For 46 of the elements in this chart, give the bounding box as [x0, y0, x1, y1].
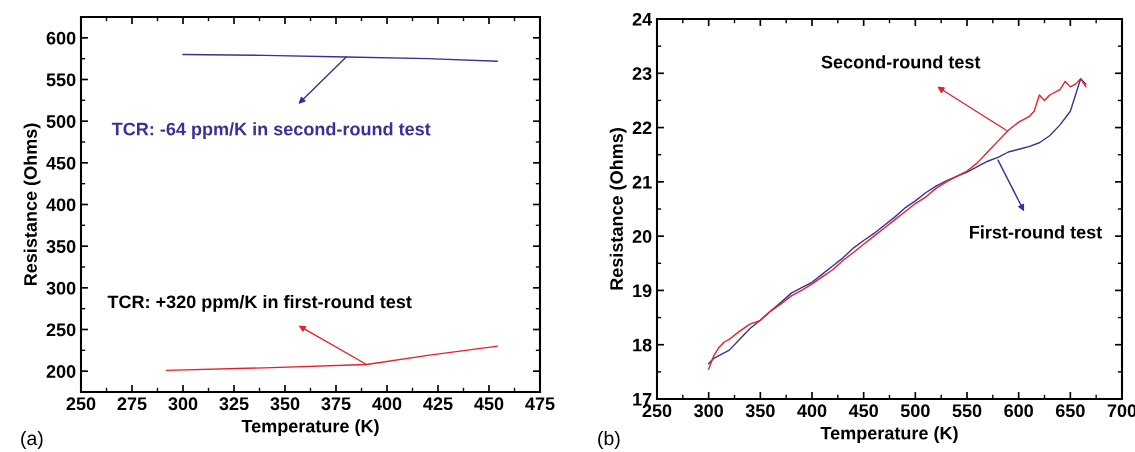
x-tick-label: 350	[270, 397, 300, 411]
x-tick-label: 350	[745, 404, 775, 418]
y-tick-label: 22	[632, 121, 652, 135]
y-tick-label: 400	[46, 198, 76, 212]
y-tick-label: 450	[46, 156, 76, 170]
x-tick-label: 400	[797, 404, 827, 418]
x-tick-label: 650	[1055, 404, 1085, 418]
annotation: TCR: -64 ppm/K in second-round test	[111, 122, 431, 140]
x-tick-label: 450	[474, 397, 504, 411]
x-tick-label: 250	[642, 404, 672, 418]
y-tick-label: 550	[46, 73, 76, 87]
text: (b)	[598, 430, 620, 450]
y-tick-label: 19	[633, 284, 652, 298]
x-tick-label: 425	[423, 397, 453, 411]
y-tick-label: 250	[46, 323, 76, 337]
x-axis-title: Temperature (K)	[241, 419, 379, 437]
x-tick-label: 325	[219, 397, 249, 411]
x-tick-label: 475	[525, 397, 555, 411]
y-tick-label: 500	[46, 115, 76, 128]
x-tick-label: 275	[117, 397, 147, 411]
text: (a)	[21, 430, 43, 450]
x-tick-label: 300	[694, 404, 723, 418]
annotation: First-round test	[970, 225, 1102, 239]
y-tick-label: 350	[46, 240, 76, 253]
x-tick-label: 550	[952, 404, 982, 418]
y-tick-label: 23	[632, 67, 652, 81]
y-axis-title: Resistance (Ohms)	[609, 128, 627, 290]
x-tick-label: 450	[848, 404, 878, 418]
x-tick-label: 400	[372, 397, 402, 411]
y-tick-label: 20	[632, 230, 652, 243]
annotation: TCR: +320 ppm/K in first-round test	[107, 294, 412, 312]
x-tick-label: 600	[1004, 404, 1033, 418]
y-tick-label: 300	[46, 281, 76, 295]
x-tick-label: 500	[900, 404, 930, 418]
x-tick-label: 375	[321, 397, 351, 411]
y-tick-label: 600	[46, 31, 76, 45]
y-tick-label: 21	[632, 175, 652, 189]
annotation: Second-round test	[821, 55, 981, 69]
y-tick-label: 200	[46, 365, 76, 378]
y-tick-label: 17	[633, 393, 652, 406]
y-tick-label: 24	[632, 12, 653, 26]
y-axis-title: Resistance (Ohms)	[23, 123, 41, 286]
x-tick-label: 300	[168, 397, 198, 411]
y-tick-label: 18	[633, 338, 652, 352]
x-tick-label: 250	[66, 397, 96, 411]
x-axis-title: Temperature (K)	[820, 426, 958, 444]
